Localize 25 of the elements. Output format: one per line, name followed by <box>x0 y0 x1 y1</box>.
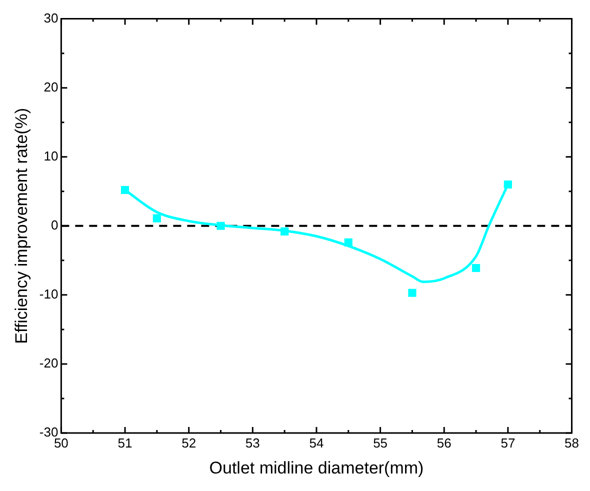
y-tick-label: -10 <box>39 286 58 302</box>
y-tick-label: -20 <box>39 356 58 371</box>
y-tick-label: -30 <box>39 424 58 440</box>
x-axis-title: Outlet midline diameter(mm) <box>209 458 424 478</box>
x-tick-label: 54 <box>309 435 324 450</box>
x-tick-label: 56 <box>436 435 452 450</box>
x-tick-label: 51 <box>118 435 132 450</box>
point <box>504 180 512 189</box>
y-tick-label: 30 <box>44 10 58 26</box>
x-tick-label: 53 <box>245 435 260 450</box>
y-tick-label: 10 <box>44 148 58 164</box>
point <box>408 288 416 297</box>
point <box>344 238 352 247</box>
x-tick-label: 57 <box>500 435 516 450</box>
y-tick-label: 0 <box>50 217 58 232</box>
y-tick-label: 20 <box>44 79 58 94</box>
point <box>280 227 289 236</box>
x-tick-label: 55 <box>373 435 388 450</box>
point <box>120 186 130 194</box>
x-tick-label: 52 <box>182 435 196 450</box>
point <box>216 222 225 230</box>
point <box>472 264 480 272</box>
y-axis-title: Efficiency improvement rate(%) <box>12 108 31 344</box>
x-tick-label: 58 <box>564 435 580 450</box>
point <box>152 214 161 222</box>
